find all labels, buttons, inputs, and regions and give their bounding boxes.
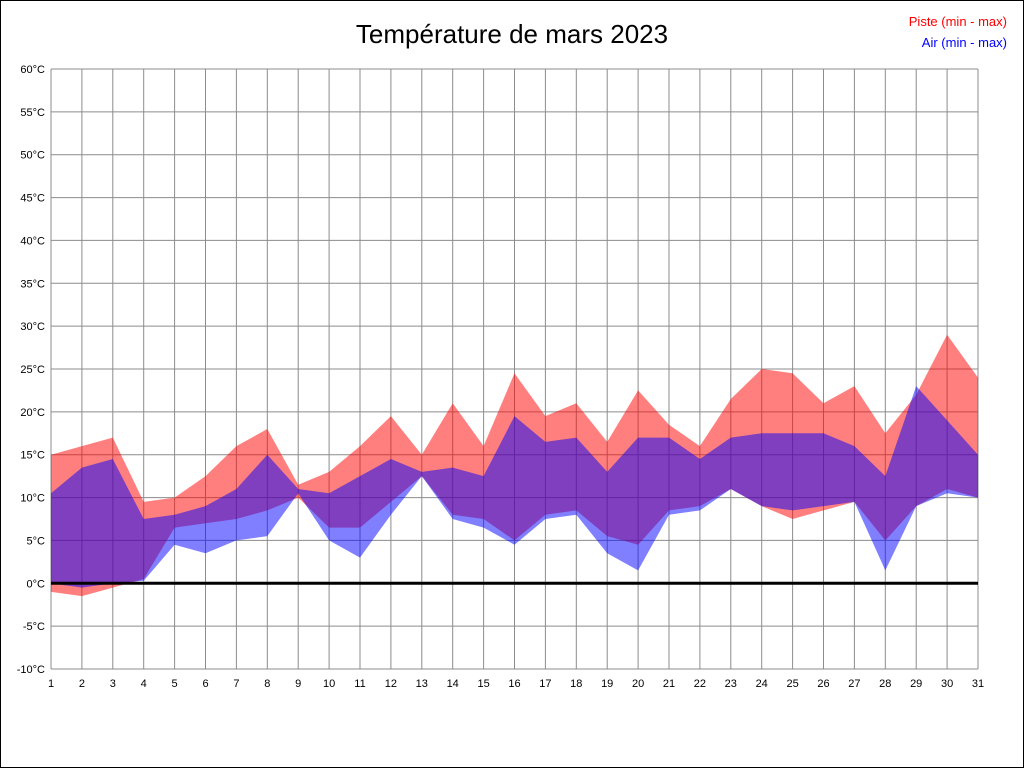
x-tick-label: 10 xyxy=(323,678,335,690)
legend-item-piste: Piste (min - max) xyxy=(908,14,1007,29)
x-tick-label: 26 xyxy=(817,678,829,690)
x-tick-label: 25 xyxy=(786,678,798,690)
x-tick-label: 29 xyxy=(910,678,922,690)
x-tick-label: 14 xyxy=(447,678,459,690)
x-tick-label: 13 xyxy=(416,678,428,690)
band-air xyxy=(51,386,978,588)
x-tick-label: 18 xyxy=(570,678,582,690)
x-tick-label: 27 xyxy=(848,678,860,690)
y-tick-label: 55°C xyxy=(20,107,45,119)
y-tick-label: 20°C xyxy=(20,407,45,419)
x-tick-label: 15 xyxy=(477,678,489,690)
legend-item-air: Air (min - max) xyxy=(921,35,1007,50)
x-tick-label: 8 xyxy=(264,678,270,690)
x-tick-label: 21 xyxy=(663,678,675,690)
y-tick-label: 15°C xyxy=(20,450,45,462)
x-tick-label: 7 xyxy=(233,678,239,690)
y-tick-label: 5°C xyxy=(27,535,46,547)
x-tick-label: 31 xyxy=(972,678,984,690)
x-tick-label: 11 xyxy=(354,678,365,690)
x-tick-label: 12 xyxy=(385,678,397,690)
chart-title: Température de mars 2023 xyxy=(355,19,669,49)
y-tick-label: 50°C xyxy=(20,150,45,162)
x-tick-label: 19 xyxy=(601,678,613,690)
y-tick-label: 0°C xyxy=(27,578,46,590)
x-tick-label: 6 xyxy=(202,678,208,690)
y-tick-label: -10°C xyxy=(17,664,45,676)
x-tick-label: 16 xyxy=(508,678,520,690)
y-tick-label: 35°C xyxy=(20,278,45,290)
x-tick-label: 22 xyxy=(694,678,706,690)
x-tick-label: 24 xyxy=(756,678,768,690)
y-tick-label: 25°C xyxy=(20,364,45,376)
x-tick-label: 5 xyxy=(172,678,178,690)
x-tick-label: 20 xyxy=(632,678,644,690)
y-tick-label: 10°C xyxy=(20,493,45,505)
y-tick-label: 30°C xyxy=(20,321,45,333)
y-tick-label: 45°C xyxy=(20,193,45,205)
y-tick-label: 40°C xyxy=(20,235,45,247)
legend: Piste (min - max) Air (min - max) xyxy=(909,11,1007,53)
y-tick-label: -5°C xyxy=(23,621,45,633)
x-tick-label: 17 xyxy=(539,678,551,690)
x-tick-label: 2 xyxy=(79,678,85,690)
x-tick-label: 30 xyxy=(941,678,953,690)
x-tick-label: 9 xyxy=(295,678,301,690)
y-tick-label: 60°C xyxy=(20,64,45,76)
x-tick-label: 1 xyxy=(48,678,54,690)
x-tick-label: 3 xyxy=(110,678,116,690)
x-tick-label: 4 xyxy=(141,678,147,690)
x-tick-label: 28 xyxy=(879,678,891,690)
x-tick-label: 23 xyxy=(725,678,737,690)
